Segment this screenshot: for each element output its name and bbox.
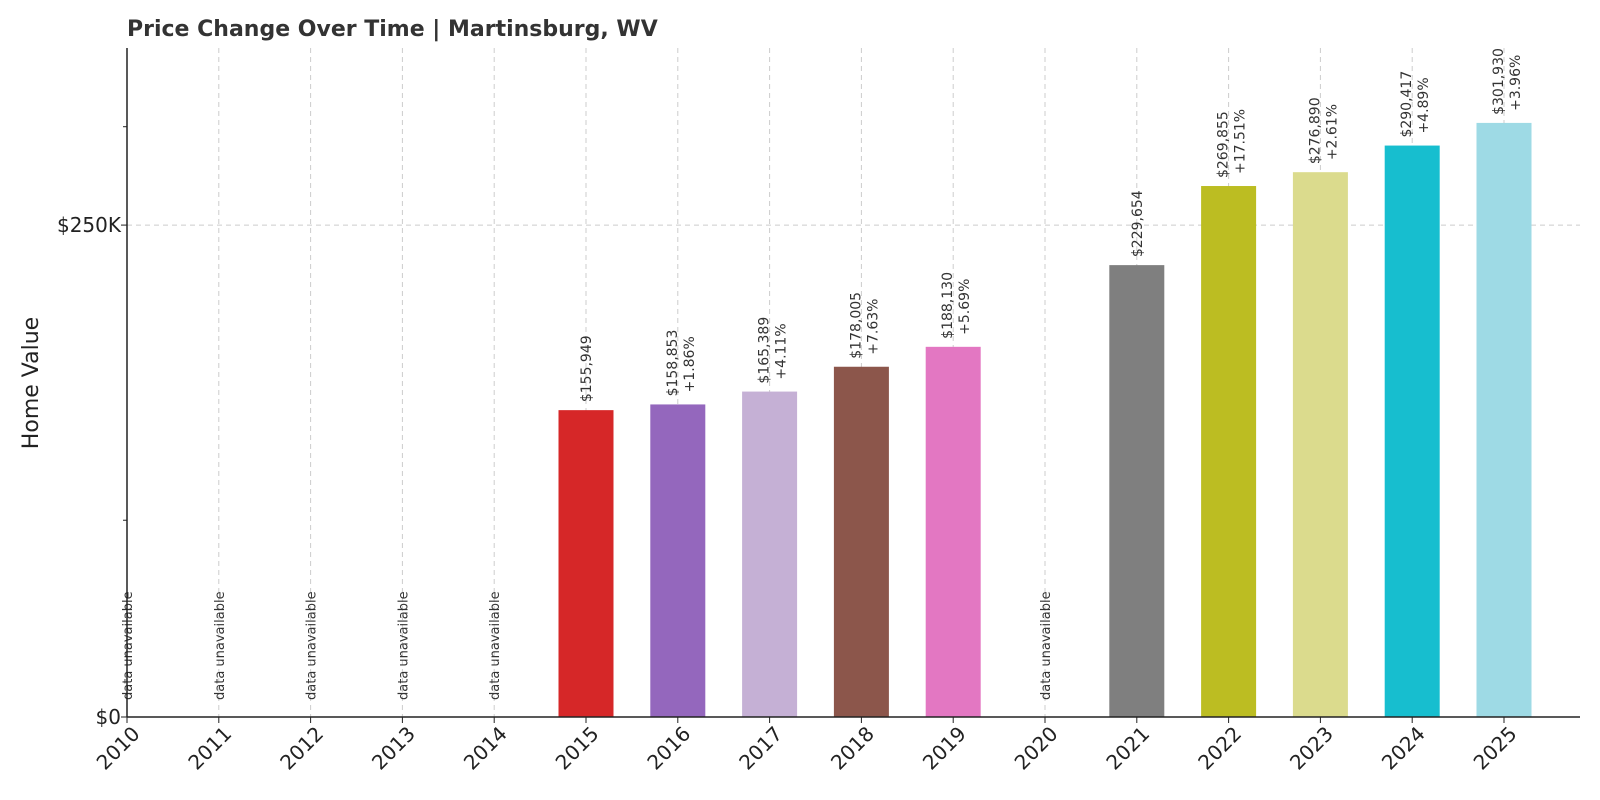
- bar-2019: [925, 346, 981, 717]
- bar-value-label: $155,949: [579, 335, 595, 402]
- bar-2024: [1384, 145, 1440, 718]
- bar-labels: data unavailable data unavailable data una…: [121, 48, 1524, 700]
- x-tick-label: 2014: [459, 722, 512, 775]
- bar-value-label: $165,389: [757, 317, 773, 384]
- y-axis-label: Home Value: [19, 317, 44, 449]
- bar-value-label: $188,130: [940, 272, 956, 339]
- bar-change-label: +2.61%: [1324, 104, 1340, 160]
- x-tick-label: 2019: [918, 722, 971, 775]
- bars: [558, 122, 1532, 718]
- bar-2018: [833, 366, 889, 717]
- bar-change-label: +4.89%: [1416, 77, 1432, 133]
- unavailable-label: data unavailable: [305, 591, 320, 700]
- x-tick-label: 2024: [1377, 722, 1430, 775]
- bar-value-label: $301,930: [1491, 48, 1507, 115]
- bar-value-label: $178,005: [848, 292, 864, 359]
- x-tick-label: 2021: [1101, 722, 1154, 775]
- x-tick-label: 2017: [734, 722, 787, 775]
- bar-2025: [1476, 122, 1532, 717]
- x-tick-label: 2015: [551, 722, 604, 775]
- y-tick-label: $250K: [57, 213, 122, 237]
- x-tick-label: 2020: [1010, 722, 1063, 775]
- bar-change-label: +17.51%: [1233, 109, 1249, 174]
- x-tick-label: 2025: [1469, 722, 1522, 775]
- chart-title: Price Change Over Time | Martinsburg, WV: [127, 17, 658, 42]
- x-tick-label: 2013: [367, 722, 420, 775]
- bar-change-label: +3.96%: [1508, 55, 1524, 111]
- bar-2016: [650, 404, 706, 717]
- x-tick-label: 2023: [1285, 722, 1338, 775]
- bar-2021: [1109, 265, 1165, 717]
- bar-2017: [742, 391, 798, 717]
- bar-change-label: +7.63%: [865, 299, 881, 355]
- x-tick-label: 2011: [183, 722, 236, 775]
- unavailable-label: data unavailable: [213, 591, 228, 700]
- x-tick-label: 2016: [642, 722, 695, 775]
- bar-value-label: $229,654: [1130, 190, 1146, 257]
- x-tick-label: 2018: [826, 722, 879, 775]
- bar-change-label: +5.69%: [957, 279, 973, 335]
- x-tick-label: 2012: [275, 722, 328, 775]
- bar-value-label: $276,890: [1307, 97, 1323, 164]
- x-tick-label: 2010: [92, 722, 145, 775]
- unavailable-label: data unavailable: [121, 591, 136, 700]
- unavailable-label: data unavailable: [1039, 591, 1054, 700]
- x-tick-label: 2022: [1193, 722, 1246, 775]
- y-tick-label: $0: [96, 705, 121, 729]
- bar-value-label: $158,853: [665, 330, 681, 397]
- unavailable-label: data unavailable: [488, 591, 503, 700]
- bar-value-label: $269,855: [1216, 111, 1232, 178]
- axes: $0 $250K 2010 2011 2012 2013 2014 2015 2016 2017 2…: [57, 48, 1580, 775]
- bar-2015: [558, 410, 614, 717]
- unavailable-label: data unavailable: [396, 591, 411, 700]
- bar-2023: [1292, 172, 1348, 717]
- bar-value-label: $290,417: [1399, 71, 1415, 138]
- bar-change-label: +1.86%: [682, 336, 698, 392]
- bar-change-label: +4.11%: [774, 323, 790, 379]
- bar-2022: [1201, 186, 1257, 717]
